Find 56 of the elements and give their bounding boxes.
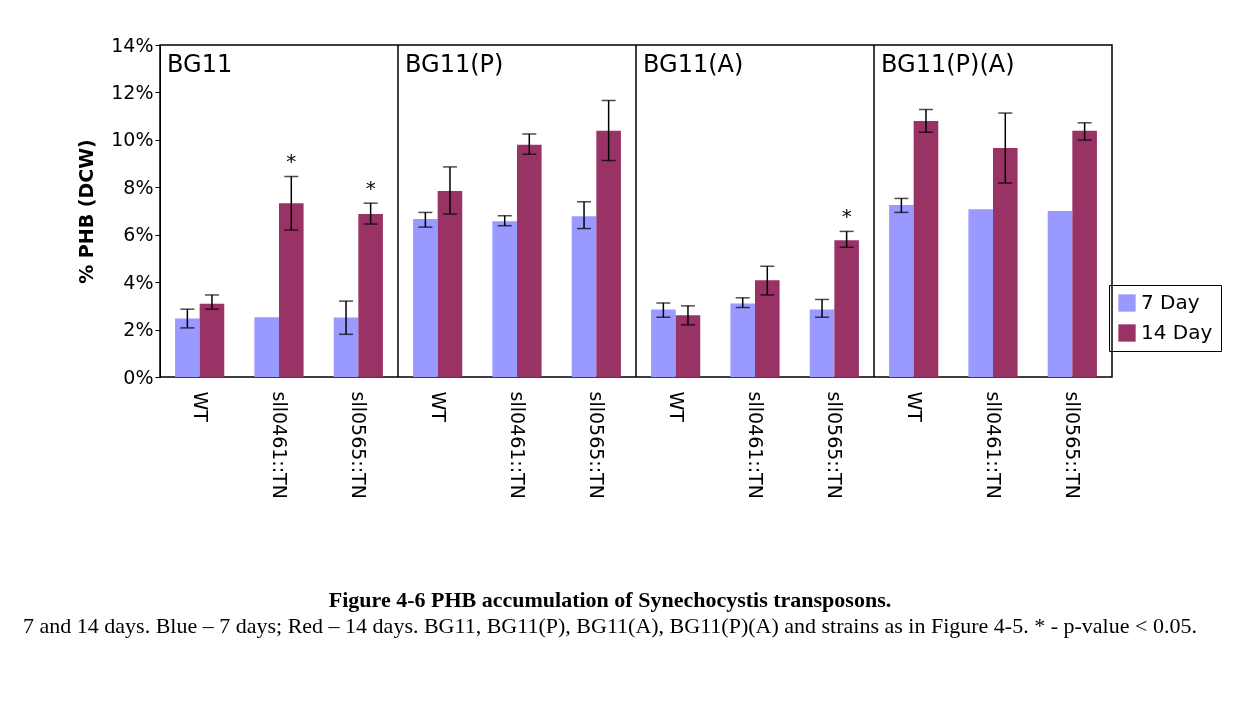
x-tick-label: sll0565::TN	[586, 391, 609, 499]
bar	[596, 130, 621, 377]
bar	[834, 240, 859, 377]
x-tick-label: sll0565::TN	[824, 391, 847, 499]
bar	[1072, 130, 1097, 377]
x-tick-label: sll0461::TN	[269, 391, 291, 499]
bar	[358, 214, 383, 377]
chart-title: BG11(A)	[643, 50, 744, 78]
bar	[755, 280, 780, 377]
bar	[809, 309, 835, 377]
bar	[730, 303, 755, 377]
y-tick-label: 10%	[111, 128, 154, 151]
bar	[517, 144, 542, 377]
x-tick-label: WT	[427, 391, 450, 423]
x-tick-label: WT	[903, 391, 926, 423]
bar	[968, 209, 993, 377]
bar	[437, 191, 463, 377]
bar	[675, 315, 701, 377]
x-tick-label: WT	[189, 391, 212, 423]
annotation: *	[286, 149, 297, 174]
legend-label: 14 Day	[1141, 320, 1213, 344]
y-tick-label: 12%	[111, 80, 154, 103]
bar	[913, 121, 939, 377]
bar	[279, 203, 304, 377]
bar	[651, 309, 676, 377]
y-axis-title: % PHB (DCW)	[75, 139, 98, 284]
x-tick-label: sll0565::TN	[348, 391, 371, 499]
y-tick-label: 8%	[123, 175, 154, 198]
y-tick-label: 4%	[123, 270, 154, 293]
legend-label: 7 Day	[1141, 290, 1200, 314]
bar	[199, 303, 225, 377]
x-tick-label: sll0461::TN	[507, 391, 529, 499]
caption: Figure 4-6 PHB accumulation of Synechocystis transposons.	[327, 587, 893, 613]
bar	[1047, 211, 1073, 377]
y-tick-label: 0%	[123, 365, 154, 388]
x-tick-label: WT	[665, 391, 688, 423]
bar	[571, 216, 597, 377]
bar	[889, 205, 914, 377]
y-tick-label: 2%	[123, 318, 154, 341]
y-tick-label: 14%	[111, 33, 154, 56]
x-tick-label: sll0461::TN	[983, 391, 1005, 499]
y-tick-label: 6%	[123, 223, 154, 246]
annotation: *	[841, 204, 852, 229]
bar	[254, 317, 279, 377]
bar	[413, 219, 438, 377]
chart-title: BG11(P)	[405, 50, 504, 78]
bar	[492, 221, 517, 377]
text: 7 and 14 days. Blue – 7 days; Red – 14 days. BG11, BG11(P), BG11(A), BG11(P)(A) and strains as in Figure 4-5. * - p-value < 0.05.	[22, 613, 1198, 639]
annotation: *	[365, 176, 376, 201]
x-tick-label: sll0565::TN	[1062, 391, 1085, 499]
x-tick-label: sll0461::TN	[745, 391, 767, 499]
bar	[175, 318, 200, 377]
bar	[993, 147, 1018, 377]
bar	[333, 317, 359, 377]
chart-title: BG11(P)(A)	[881, 50, 1015, 78]
chart-title: BG11	[167, 50, 233, 78]
